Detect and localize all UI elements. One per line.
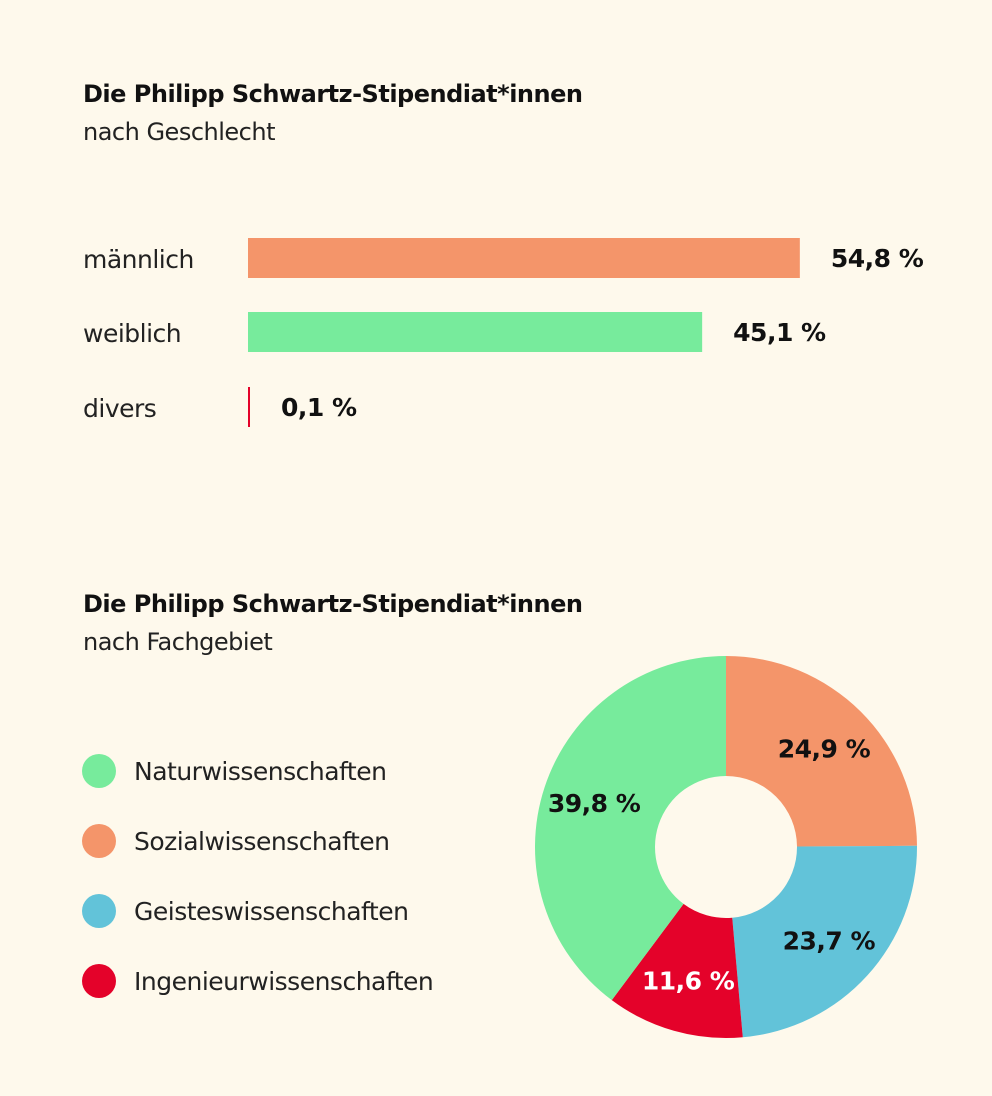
bar-category-label: männlich [83, 245, 194, 274]
donut-chart-subtitle: nach Fachgebiet [83, 628, 273, 656]
donut-slice-label: 23,7 % [783, 927, 876, 956]
legend-swatch [82, 894, 116, 928]
legend-swatch [82, 964, 116, 998]
donut-slice-geisteswissenschaften [732, 845, 917, 1038]
donut-slice-ingenieurwissenschaften [611, 903, 743, 1038]
bar-chart-subtitle: nach Geschlecht [83, 118, 275, 146]
legend-swatch [82, 754, 116, 788]
legend-label: Naturwissenschaften [134, 757, 386, 786]
legend-label: Sozialwissenschaften [134, 827, 390, 856]
legend-swatch [82, 824, 116, 858]
bar-value-label: 45,1 % [733, 318, 826, 347]
donut-slice-label: 39,8 % [548, 789, 641, 818]
bar-chart-title: Die Philipp Schwartz-Stipendiat*innen [83, 80, 583, 108]
donut-slice-sozialwissenschaften [726, 656, 917, 847]
donut-slice-naturwissenschaften [535, 656, 726, 1001]
bar-divers [248, 387, 250, 427]
bar-weiblich [248, 312, 703, 352]
bar-category-label: weiblich [83, 319, 181, 348]
bar-value-label: 54,8 % [831, 244, 924, 273]
donut-slice-label: 24,9 % [778, 734, 871, 763]
bar-männlich [248, 238, 800, 278]
legend-label: Ingenieurwissenschaften [134, 967, 433, 996]
bar-category-label: divers [83, 394, 156, 423]
bar-value-label: 0,1 % [281, 393, 357, 422]
donut-slice-label: 11,6 % [642, 967, 735, 996]
donut-chart-title: Die Philipp Schwartz-Stipendiat*innen [83, 590, 583, 618]
legend-label: Geisteswissenschaften [134, 897, 408, 926]
